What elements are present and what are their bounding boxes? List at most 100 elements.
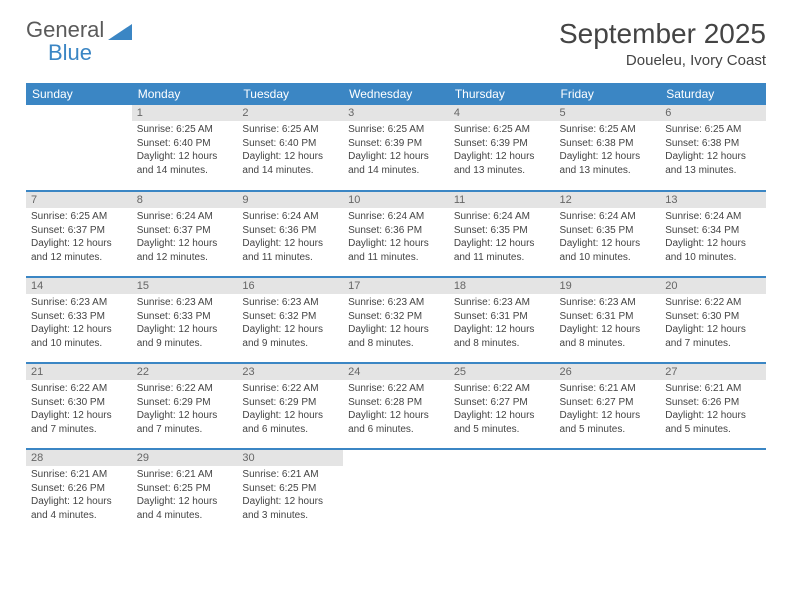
- daylight-text: Daylight: 12 hours and 5 minutes.: [665, 409, 761, 436]
- daylight-text: Daylight: 12 hours and 8 minutes.: [348, 323, 444, 350]
- calendar-cell: 30Sunrise: 6:21 AMSunset: 6:25 PMDayligh…: [237, 449, 343, 535]
- day-header: Tuesday: [237, 83, 343, 105]
- calendar-cell: 21Sunrise: 6:22 AMSunset: 6:30 PMDayligh…: [26, 363, 132, 449]
- day-content: Sunrise: 6:21 AMSunset: 6:26 PMDaylight:…: [26, 466, 132, 526]
- sunrise-text: Sunrise: 6:22 AM: [31, 382, 127, 396]
- calendar-cell: 13Sunrise: 6:24 AMSunset: 6:34 PMDayligh…: [660, 191, 766, 277]
- day-header: Wednesday: [343, 83, 449, 105]
- sunset-text: Sunset: 6:31 PM: [560, 310, 656, 324]
- calendar-cell: 24Sunrise: 6:22 AMSunset: 6:28 PMDayligh…: [343, 363, 449, 449]
- sunset-text: Sunset: 6:25 PM: [137, 482, 233, 496]
- day-content: Sunrise: 6:23 AMSunset: 6:31 PMDaylight:…: [555, 294, 661, 354]
- sunset-text: Sunset: 6:40 PM: [242, 137, 338, 151]
- day-number: 16: [237, 278, 343, 294]
- calendar-cell: 27Sunrise: 6:21 AMSunset: 6:26 PMDayligh…: [660, 363, 766, 449]
- sunrise-text: Sunrise: 6:25 AM: [560, 123, 656, 137]
- day-number: 6: [660, 105, 766, 121]
- sunrise-text: Sunrise: 6:22 AM: [665, 296, 761, 310]
- calendar-body: 1Sunrise: 6:25 AMSunset: 6:40 PMDaylight…: [26, 105, 766, 535]
- calendar-cell: 5Sunrise: 6:25 AMSunset: 6:38 PMDaylight…: [555, 105, 661, 191]
- day-content: Sunrise: 6:25 AMSunset: 6:38 PMDaylight:…: [660, 121, 766, 181]
- daylight-text: Daylight: 12 hours and 7 minutes.: [665, 323, 761, 350]
- calendar-head: SundayMondayTuesdayWednesdayThursdayFrid…: [26, 83, 766, 105]
- sunset-text: Sunset: 6:31 PM: [454, 310, 550, 324]
- calendar-cell: [343, 449, 449, 535]
- day-header: Thursday: [449, 83, 555, 105]
- sunset-text: Sunset: 6:39 PM: [454, 137, 550, 151]
- day-content: Sunrise: 6:25 AMSunset: 6:40 PMDaylight:…: [237, 121, 343, 181]
- day-content: Sunrise: 6:23 AMSunset: 6:32 PMDaylight:…: [343, 294, 449, 354]
- day-number: 9: [237, 192, 343, 208]
- daylight-text: Daylight: 12 hours and 3 minutes.: [242, 495, 338, 522]
- calendar-cell: 20Sunrise: 6:22 AMSunset: 6:30 PMDayligh…: [660, 277, 766, 363]
- sunset-text: Sunset: 6:37 PM: [137, 224, 233, 238]
- daylight-text: Daylight: 12 hours and 13 minutes.: [560, 150, 656, 177]
- day-number: 3: [343, 105, 449, 121]
- day-content: Sunrise: 6:22 AMSunset: 6:27 PMDaylight:…: [449, 380, 555, 440]
- calendar-cell: 2Sunrise: 6:25 AMSunset: 6:40 PMDaylight…: [237, 105, 343, 191]
- sunset-text: Sunset: 6:35 PM: [454, 224, 550, 238]
- calendar-week: 14Sunrise: 6:23 AMSunset: 6:33 PMDayligh…: [26, 277, 766, 363]
- day-number: 13: [660, 192, 766, 208]
- sunrise-text: Sunrise: 6:22 AM: [348, 382, 444, 396]
- sunrise-text: Sunrise: 6:23 AM: [31, 296, 127, 310]
- sunset-text: Sunset: 6:36 PM: [348, 224, 444, 238]
- sunrise-text: Sunrise: 6:23 AM: [560, 296, 656, 310]
- sunrise-text: Sunrise: 6:21 AM: [665, 382, 761, 396]
- sunset-text: Sunset: 6:33 PM: [31, 310, 127, 324]
- day-number: 21: [26, 364, 132, 380]
- sunset-text: Sunset: 6:34 PM: [665, 224, 761, 238]
- calendar-week: 1Sunrise: 6:25 AMSunset: 6:40 PMDaylight…: [26, 105, 766, 191]
- sunset-text: Sunset: 6:32 PM: [242, 310, 338, 324]
- sunrise-text: Sunrise: 6:25 AM: [454, 123, 550, 137]
- day-number: 8: [132, 192, 238, 208]
- sunrise-text: Sunrise: 6:25 AM: [137, 123, 233, 137]
- day-number: 26: [555, 364, 661, 380]
- day-content: Sunrise: 6:24 AMSunset: 6:36 PMDaylight:…: [237, 208, 343, 268]
- daylight-text: Daylight: 12 hours and 9 minutes.: [137, 323, 233, 350]
- calendar-cell: 23Sunrise: 6:22 AMSunset: 6:29 PMDayligh…: [237, 363, 343, 449]
- daylight-text: Daylight: 12 hours and 6 minutes.: [242, 409, 338, 436]
- day-header: Monday: [132, 83, 238, 105]
- daylight-text: Daylight: 12 hours and 4 minutes.: [137, 495, 233, 522]
- sunrise-text: Sunrise: 6:24 AM: [348, 210, 444, 224]
- day-number: 17: [343, 278, 449, 294]
- sunset-text: Sunset: 6:32 PM: [348, 310, 444, 324]
- calendar-week: 21Sunrise: 6:22 AMSunset: 6:30 PMDayligh…: [26, 363, 766, 449]
- location-text: Doueleu, Ivory Coast: [559, 52, 766, 69]
- calendar-cell: 10Sunrise: 6:24 AMSunset: 6:36 PMDayligh…: [343, 191, 449, 277]
- day-number: 1: [132, 105, 238, 121]
- calendar-cell: 11Sunrise: 6:24 AMSunset: 6:35 PMDayligh…: [449, 191, 555, 277]
- calendar-cell: [26, 105, 132, 191]
- sunset-text: Sunset: 6:38 PM: [665, 137, 761, 151]
- day-content: Sunrise: 6:22 AMSunset: 6:29 PMDaylight:…: [237, 380, 343, 440]
- day-content: Sunrise: 6:23 AMSunset: 6:32 PMDaylight:…: [237, 294, 343, 354]
- day-content: Sunrise: 6:25 AMSunset: 6:39 PMDaylight:…: [343, 121, 449, 181]
- day-header-row: SundayMondayTuesdayWednesdayThursdayFrid…: [26, 83, 766, 105]
- daylight-text: Daylight: 12 hours and 14 minutes.: [242, 150, 338, 177]
- day-content: Sunrise: 6:25 AMSunset: 6:38 PMDaylight:…: [555, 121, 661, 181]
- sunrise-text: Sunrise: 6:25 AM: [348, 123, 444, 137]
- calendar-cell: 1Sunrise: 6:25 AMSunset: 6:40 PMDaylight…: [132, 105, 238, 191]
- page-header: General Blue September 2025 Doueleu, Ivo…: [26, 18, 766, 69]
- daylight-text: Daylight: 12 hours and 4 minutes.: [31, 495, 127, 522]
- day-content: Sunrise: 6:24 AMSunset: 6:37 PMDaylight:…: [132, 208, 238, 268]
- sunrise-text: Sunrise: 6:21 AM: [137, 468, 233, 482]
- calendar-cell: 9Sunrise: 6:24 AMSunset: 6:36 PMDaylight…: [237, 191, 343, 277]
- sunrise-text: Sunrise: 6:24 AM: [560, 210, 656, 224]
- daylight-text: Daylight: 12 hours and 11 minutes.: [348, 237, 444, 264]
- day-number: 28: [26, 450, 132, 466]
- day-content: Sunrise: 6:24 AMSunset: 6:34 PMDaylight:…: [660, 208, 766, 268]
- day-content: Sunrise: 6:22 AMSunset: 6:28 PMDaylight:…: [343, 380, 449, 440]
- day-number: 29: [132, 450, 238, 466]
- day-number: 15: [132, 278, 238, 294]
- daylight-text: Daylight: 12 hours and 11 minutes.: [454, 237, 550, 264]
- day-content: Sunrise: 6:21 AMSunset: 6:26 PMDaylight:…: [660, 380, 766, 440]
- daylight-text: Daylight: 12 hours and 10 minutes.: [31, 323, 127, 350]
- calendar-cell: 28Sunrise: 6:21 AMSunset: 6:26 PMDayligh…: [26, 449, 132, 535]
- calendar-cell: 12Sunrise: 6:24 AMSunset: 6:35 PMDayligh…: [555, 191, 661, 277]
- sunrise-text: Sunrise: 6:23 AM: [348, 296, 444, 310]
- day-number: 5: [555, 105, 661, 121]
- sunrise-text: Sunrise: 6:23 AM: [242, 296, 338, 310]
- day-number: 19: [555, 278, 661, 294]
